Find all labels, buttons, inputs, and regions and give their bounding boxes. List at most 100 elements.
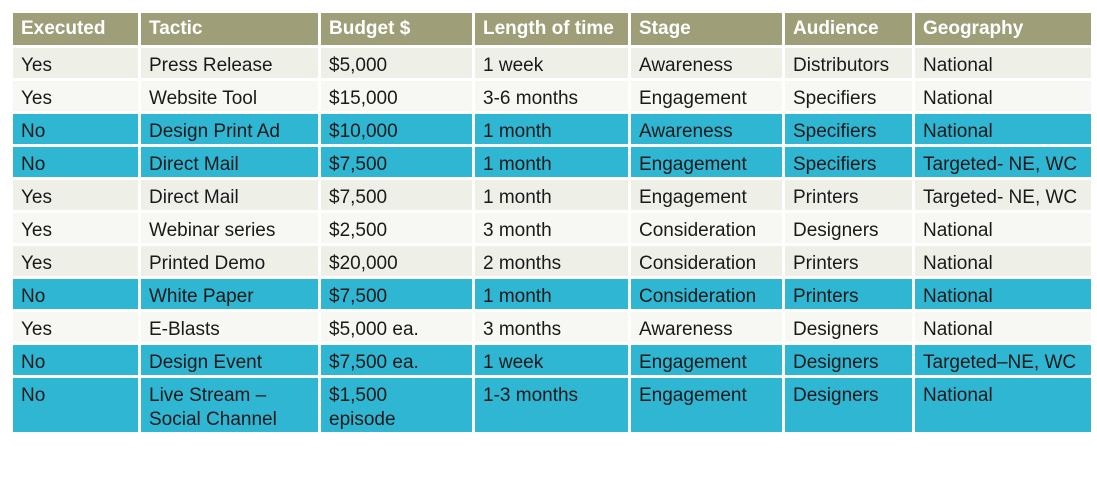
column-header-stage: Stage [628,10,785,48]
cell-stage: Awareness [628,45,785,81]
cell-length: 1 month [472,177,631,213]
cell-executed: Yes [10,177,141,213]
cell-length: 1 month [472,144,631,180]
cell-length: 1-3 months [472,375,631,435]
cell-budget: $7,500 [318,177,475,213]
cell-geography: National [912,210,1094,246]
cell-audience: Designers [782,309,915,345]
table-row: Yes Printed Demo $20,000 2 months Consid… [10,243,1094,279]
cell-stage: Consideration [628,243,785,279]
cell-audience: Printers [782,243,915,279]
table-row: Yes Press Release $5,000 1 week Awarenes… [10,45,1094,81]
cell-audience: Designers [782,342,915,378]
cell-tactic: E-Blasts [138,309,321,345]
cell-tactic-line: Live Stream – [149,385,267,406]
cell-geography: National [912,45,1094,81]
cell-executed: No [10,342,141,378]
cell-tactic: Press Release [138,45,321,81]
cell-tactic: Design Print Ad [138,111,321,147]
cell-geography: Targeted- NE, WC [912,177,1094,213]
column-header-budget: Budget $ [318,10,475,48]
cell-tactic: Website Tool [138,78,321,114]
cell-budget: $5,000 ea. [318,309,475,345]
cell-tactic: White Paper [138,276,321,312]
cell-length: 3-6 months [472,78,631,114]
cell-geography: Targeted–NE, WC [912,342,1094,378]
cell-length: 1 week [472,342,631,378]
cell-budget: $15,000 [318,78,475,114]
cell-tactic-line: Social Channel [149,409,277,430]
cell-audience: Distributors [782,45,915,81]
cell-tactic: Printed Demo [138,243,321,279]
column-header-geography: Geography [912,10,1094,48]
cell-audience: Printers [782,177,915,213]
cell-executed: Yes [10,243,141,279]
cell-executed: Yes [10,45,141,81]
cell-tactic: Design Event [138,342,321,378]
cell-executed: Yes [10,210,141,246]
cell-length: 1 week [472,45,631,81]
cell-stage: Consideration [628,210,785,246]
table-row: No Design Print Ad $10,000 1 month Aware… [10,111,1094,147]
column-header-executed: Executed [10,10,141,48]
cell-stage: Engagement [628,78,785,114]
cell-geography: National [912,276,1094,312]
cell-tactic: Direct Mail [138,177,321,213]
cell-executed: No [10,111,141,147]
cell-audience: Designers [782,210,915,246]
cell-stage: Engagement [628,342,785,378]
table-row: Yes Webinar series $2,500 3 month Consid… [10,210,1094,246]
cell-geography: Targeted- NE, WC [912,144,1094,180]
table-row: No Live Stream – Social Channel $1,500 e… [10,375,1094,435]
cell-executed: Yes [10,309,141,345]
table-row: No Design Event $7,500 ea. 1 week Engage… [10,342,1094,378]
cell-geography: National [912,375,1094,435]
cell-budget: $7,500 ea. [318,342,475,378]
cell-executed: No [10,375,141,435]
cell-budget-line: $1,500 [329,385,388,406]
cell-stage: Engagement [628,144,785,180]
cell-executed: Yes [10,78,141,114]
cell-stage: Engagement [628,177,785,213]
cell-budget: $20,000 [318,243,475,279]
cell-audience: Specifiers [782,144,915,180]
column-header-tactic: Tactic [138,10,321,48]
cell-stage: Engagement [628,375,785,435]
cell-budget: $2,500 [318,210,475,246]
column-header-audience: Audience [782,10,915,48]
cell-length: 2 months [472,243,631,279]
table-header-row: Executed Tactic Budget $ Length of time … [10,10,1094,48]
cell-length: 3 month [472,210,631,246]
marketing-tactics-table: Executed Tactic Budget $ Length of time … [10,10,1094,435]
cell-audience: Specifiers [782,111,915,147]
cell-executed: No [10,276,141,312]
table-row: No White Paper $7,500 1 month Considerat… [10,276,1094,312]
table-row: No Direct Mail $7,500 1 month Engagement… [10,144,1094,180]
cell-stage: Awareness [628,111,785,147]
table-row: Yes Direct Mail $7,500 1 month Engagemen… [10,177,1094,213]
cell-tactic: Live Stream – Social Channel [138,375,321,435]
cell-budget: $1,500 episode [318,375,475,435]
cell-audience: Specifiers [782,78,915,114]
column-header-length-of-time: Length of time [472,10,631,48]
cell-budget: $7,500 [318,144,475,180]
cell-audience: Designers [782,375,915,435]
table-row: Yes E-Blasts $5,000 ea. 3 months Awarene… [10,309,1094,345]
cell-length: 1 month [472,111,631,147]
cell-executed: No [10,144,141,180]
cell-geography: National [912,309,1094,345]
cell-geography: National [912,78,1094,114]
cell-stage: Consideration [628,276,785,312]
cell-tactic: Direct Mail [138,144,321,180]
cell-geography: National [912,111,1094,147]
cell-budget: $10,000 [318,111,475,147]
cell-budget: $5,000 [318,45,475,81]
cell-audience: Printers [782,276,915,312]
cell-stage: Awareness [628,309,785,345]
cell-geography: National [912,243,1094,279]
cell-length: 3 months [472,309,631,345]
cell-tactic: Webinar series [138,210,321,246]
cell-length: 1 month [472,276,631,312]
table-row: Yes Website Tool $15,000 3-6 months Enga… [10,78,1094,114]
